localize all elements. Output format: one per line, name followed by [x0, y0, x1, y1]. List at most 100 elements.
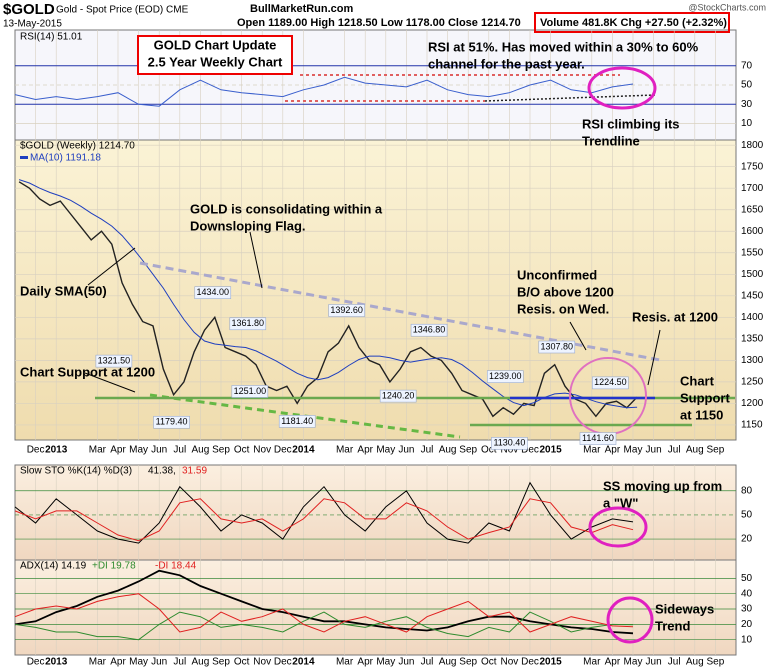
x-tick-label: Jun	[646, 657, 662, 668]
x-tick-label: 2013	[45, 445, 68, 456]
legend: 41.38,	[148, 466, 176, 477]
volume: Volume 481.8K Chg +27.50 (+2.32%)	[540, 17, 727, 29]
price-label: 1179.40	[156, 417, 188, 427]
price-label: 1239.00	[489, 371, 522, 381]
x-tick-label: 2015	[539, 445, 562, 456]
price-label-box	[410, 323, 448, 337]
annotation: GOLD Chart Update	[154, 37, 277, 52]
x-tick-label: Aug	[439, 657, 457, 668]
x-tick-label: Sep	[459, 657, 477, 668]
x-tick-label: Jul	[421, 445, 434, 456]
price-label: 1240.20	[382, 390, 415, 400]
x-tick-label: Dec	[274, 445, 292, 456]
x-tick-label: May	[376, 445, 395, 456]
price-label-box	[95, 354, 133, 368]
y-tick-label: 20	[741, 619, 753, 630]
price-panel	[14, 139, 737, 441]
price-label-box	[278, 415, 316, 428]
annotation: Unconfirmed	[517, 267, 597, 282]
x-tick-label: Mar	[89, 445, 107, 456]
trend-line	[139, 261, 661, 362]
y-tick-label: 1700	[741, 183, 764, 194]
ohlc: Open 1189.00 High 1218.50 Low 1178.00 Cl…	[237, 17, 521, 29]
x-tick-label: Jun	[398, 657, 414, 668]
legend: -DI 18.44	[155, 561, 197, 572]
price-label-box	[538, 340, 576, 354]
price-label: 1346.80	[413, 325, 446, 335]
x-tick-label: Jun	[151, 657, 167, 668]
y-tick-label: 1300	[741, 355, 764, 366]
annotation: Downsloping Flag.	[190, 218, 306, 233]
legend: RSI(14) 51.01	[20, 32, 83, 43]
y-tick-label: 1800	[741, 140, 764, 151]
y-tick-label: 30	[741, 604, 753, 615]
price-label: 1130.40	[493, 438, 525, 448]
y-tick-label: 1250	[741, 377, 764, 388]
x-tick-label: Apr	[110, 657, 126, 668]
x-tick-label: Mar	[583, 657, 601, 668]
y-tick-label: 80	[741, 485, 753, 496]
y-tick-label: 1500	[741, 269, 764, 280]
x-tick-label: May	[376, 657, 395, 668]
x-tick-label: Apr	[605, 445, 621, 456]
x-tick-label: Jun	[398, 445, 414, 456]
x-tick-label: Aug	[686, 657, 704, 668]
y-tick-label: 50	[741, 573, 753, 584]
y-tick-label: 1750	[741, 161, 764, 172]
x-tick-label: Jun	[151, 445, 167, 456]
x-tick-label: Nov	[501, 657, 519, 668]
legend: $GOLD (Weekly) 1214.70	[20, 141, 135, 152]
highlight	[587, 66, 657, 110]
volume-box	[534, 12, 730, 33]
x-tick-label: Aug	[192, 657, 210, 668]
legend: ADX(14) 14.19	[20, 561, 87, 572]
highlight	[606, 596, 654, 644]
price-label-box	[491, 437, 528, 450]
x-tick-label: Sep	[707, 445, 725, 456]
note-box	[137, 35, 293, 75]
annotation: Trendline	[582, 133, 640, 148]
series-line	[14, 481, 634, 544]
trend-line	[484, 94, 656, 102]
x-tick-label: Nov	[501, 445, 519, 456]
y-tick-label: 30	[741, 99, 753, 110]
price-label-box	[153, 415, 190, 429]
x-tick-label: Jul	[173, 445, 186, 456]
x-tick-label: Mar	[89, 657, 107, 668]
x-tick-label: Sep	[212, 657, 230, 668]
x-tick-label: May	[624, 445, 643, 456]
symbol: $GOLD	[3, 1, 55, 18]
y-tick-label: 10	[741, 634, 753, 645]
annotation: Support	[680, 390, 730, 405]
trend-line	[647, 329, 661, 386]
x-tick-label: Jul	[173, 657, 186, 668]
price-label: 1181.40	[281, 416, 313, 426]
y-tick-label: 1400	[741, 312, 764, 323]
x-tick-label: Mar	[336, 657, 354, 668]
x-tick-label: Mar	[336, 445, 354, 456]
x-tick-label: Jun	[646, 445, 662, 456]
header-title: Gold - Spot Price (EOD) CME	[56, 5, 189, 16]
legend: Slow STO %K(14) %D(3)	[20, 466, 132, 477]
legend-swatch	[20, 156, 28, 159]
price-label: 1392.60	[330, 305, 363, 315]
x-tick-label: Aug	[686, 445, 704, 456]
y-tick-label: 1650	[741, 204, 764, 215]
x-tick-label: Apr	[357, 445, 373, 456]
annotation: at 1150	[680, 407, 723, 422]
price-label: 1321.50	[98, 355, 131, 365]
price-label-box	[194, 286, 232, 299]
annotation: Chart Support at 1200	[20, 364, 155, 379]
x-tick-label: 2014	[292, 445, 315, 456]
annotation: Resis. on Wed.	[517, 301, 609, 316]
legend: +DI 19.78	[92, 561, 136, 572]
legend: MA(10) 1191.18	[30, 153, 101, 164]
price-label: 1141.60	[582, 433, 614, 443]
x-tick-label: Aug	[192, 445, 210, 456]
series-line	[14, 76, 634, 107]
annotation: RSI climbing its	[582, 116, 680, 131]
sto-panel	[14, 464, 737, 561]
x-tick-label: Dec	[521, 445, 539, 456]
x-tick-label: Oct	[481, 445, 497, 456]
